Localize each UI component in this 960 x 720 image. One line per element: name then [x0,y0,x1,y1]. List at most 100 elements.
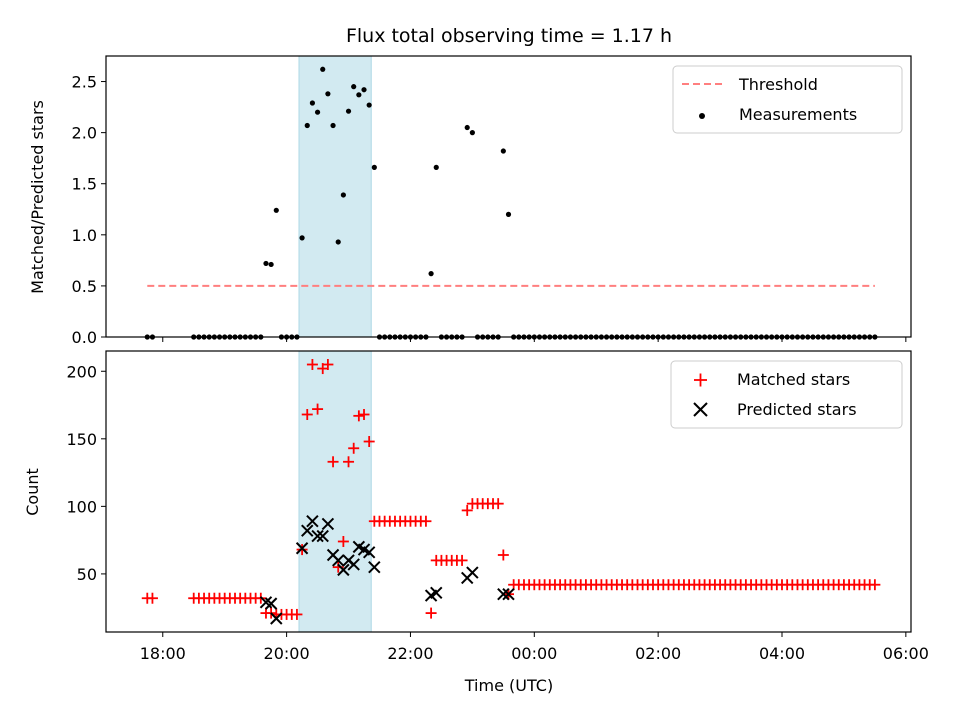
predicted-stars-legend-swatch [693,402,708,417]
predicted-star-marker [332,554,345,567]
predicted-star-marker [337,563,350,577]
x-tick-label: 02:00 [635,644,681,663]
predicted-star-marker [321,517,335,531]
measurement-point [464,124,470,131]
predicted-star-marker [347,558,360,571]
measurement-point [433,164,439,170]
top-axes-frame [105,55,912,338]
matched-star-marker [301,408,313,420]
top-y-tick-label: 0.5 [72,277,97,296]
observing-interval-shade [298,55,372,338]
measurement-point [505,211,512,217]
measurement-point [345,108,352,114]
bottom-y-tick-label: 150 [66,430,97,449]
x-tick-label: 20:00 [264,644,310,663]
observing-interval-shade [298,350,372,633]
top-tick-layer: 0.0 0.5 1.0 1.5 2.0 2.5 [72,73,907,347]
matched-star-marker [322,359,334,371]
matched-star-marker [306,359,318,371]
measurement-point [268,261,274,268]
matched-star-marker [343,456,355,468]
predicted-stars-legend-label: Predicted stars [737,400,857,419]
measurement-point [320,66,326,72]
x-tick-label: 04:00 [759,644,805,663]
predicted-star-marker [368,560,381,574]
measurement-point [335,239,341,245]
measurement-point [263,260,269,267]
top-y-tick-label: 2.5 [72,73,97,92]
measurements-legend-swatch [699,113,705,119]
matched-star-marker [425,607,437,619]
bottom-axes-frame [105,350,912,633]
predicted-star-marker [497,587,510,601]
bottom-points-layer [141,359,881,625]
predicted-star-marker [316,529,329,543]
measurement-point [356,92,362,98]
matched-star-marker [291,608,303,620]
top-y-tick-label: 2.0 [72,124,97,143]
measurement-point [366,102,372,108]
predicted-star-marker [264,597,278,610]
matched-star-marker [363,436,375,448]
bottom-panel: 18:00 20:00 22:00 00:00 02:00 04:00 06:00 50 100… [23,350,929,695]
bottom-y-axis-label: Count [23,468,42,516]
predicted-star-marker [301,524,314,537]
x-tick-label: 22:00 [387,644,433,663]
top-y-tick-label: 0.0 [72,328,97,347]
top-shade-layer [298,55,372,338]
measurement-point [340,192,346,198]
measurement-point [325,91,331,97]
matched-star-marker [869,579,881,591]
x-tick-label: 18:00 [140,644,186,663]
measurement-point [304,122,310,129]
predicted-star-marker [306,515,319,528]
top-y-tick-label: 1.5 [72,175,97,194]
chart-title: Flux total observing time = 1.17 h [346,25,672,47]
x-axis-label: Time (UTC) [464,676,553,695]
bottom-y-tick-label: 100 [66,497,97,516]
bottom-legend-box [670,360,903,429]
predicted-star-marker [466,566,479,579]
bottom-y-tick-label: 50 [77,565,97,584]
matched-star-marker [312,403,324,415]
top-legend-box [672,65,903,134]
predicted-star-marker [311,529,324,543]
predicted-star-marker [295,542,309,555]
measurement-point [273,207,279,213]
measurement-point [330,122,336,129]
measurement-point [314,109,321,115]
predicted-star-marker [362,546,376,559]
measurement-point [428,271,434,277]
threshold-legend-label: Threshold [738,75,818,94]
bottom-legend: Matched stars Predicted stars [670,360,903,429]
measurement-point [299,235,305,241]
top-y-tick-label: 1.0 [72,226,97,245]
bottom-y-tick-label: 200 [66,362,97,381]
measurement-point [469,130,475,136]
measurement-point [309,100,316,106]
measurement-point [500,148,506,154]
bottom-tick-layer: 18:00 20:00 22:00 00:00 02:00 04:00 06:00 50 100… [66,362,928,663]
matched-star-marker [456,554,468,566]
matched-star-marker [461,504,473,516]
top-legend: Threshold Measurements [672,65,903,134]
measurement-point [361,87,367,93]
matched-star-marker [497,549,509,561]
top-panel: 0.0 0.5 1.0 1.5 2.0 2.5 Matched/Predicted sta… [28,55,912,347]
measurements-legend-label: Measurements [739,105,857,124]
predicted-star-marker [270,612,283,625]
top-y-axis-label: Matched/Predicted stars [28,100,47,294]
matched-star-marker [420,515,432,527]
matched-star-marker [146,592,158,604]
bottom-shade-layer [298,350,372,633]
matched-star-marker [358,408,370,420]
measurement-point [371,164,377,170]
measurement-point [351,84,357,90]
matched-star-marker [348,442,360,454]
predicted-star-marker [502,587,515,601]
predicted-star-marker [430,586,443,600]
matched-star-marker [327,456,339,468]
x-tick-label: 06:00 [883,644,929,663]
matched-star-marker [337,535,349,547]
